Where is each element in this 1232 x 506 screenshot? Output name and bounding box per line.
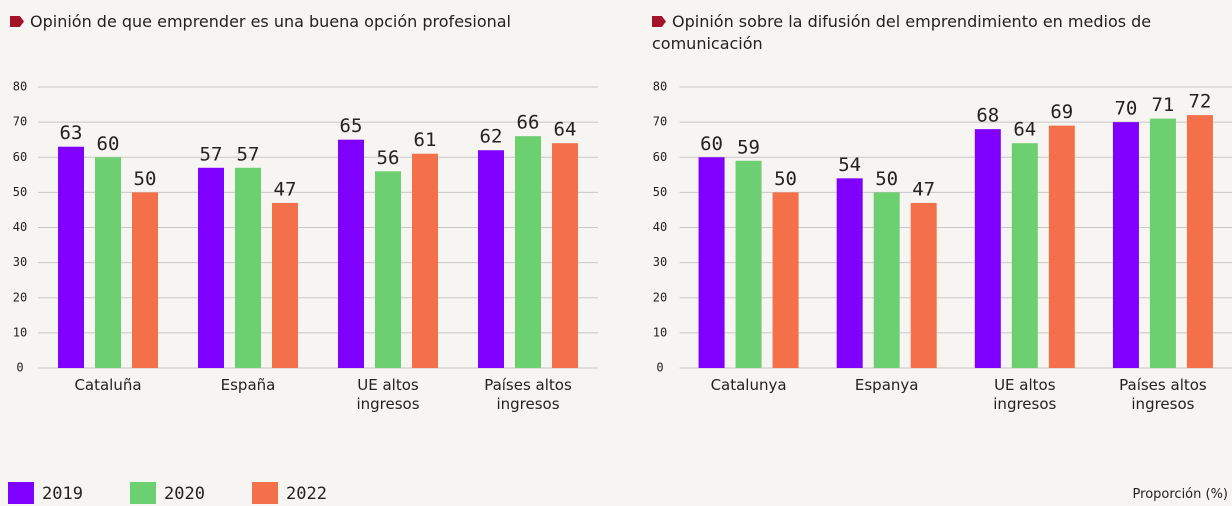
y-tick-label: 80 (13, 80, 27, 94)
x-tick-label: Países altos ingresos (1119, 376, 1207, 413)
bar (198, 167, 224, 368)
value-label: 47 (912, 178, 935, 200)
y-tick-label: 60 (13, 150, 27, 164)
x-tick-label: UE altos ingresos (356, 376, 420, 413)
legend-label: 2020 (164, 484, 205, 504)
bar (338, 139, 364, 368)
y-tick-label: 10 (653, 325, 667, 339)
y-tick-label: 80 (653, 80, 667, 94)
bar (735, 160, 762, 368)
legend-label: 2019 (42, 484, 83, 504)
bar (1048, 125, 1075, 368)
value-label: 64 (554, 119, 577, 141)
y-tick-label: 70 (13, 115, 27, 129)
y-tick-label: 50 (653, 185, 667, 199)
legend-swatch (252, 482, 278, 504)
bar (836, 178, 863, 368)
bar (58, 146, 84, 368)
value-label: 57 (237, 143, 260, 165)
y-tick-label: 10 (13, 325, 27, 339)
note: Proporción (%) (1132, 487, 1228, 502)
y-tick-label: 50 (13, 185, 27, 199)
value-label: 50 (875, 168, 898, 190)
y-tick-label: 20 (653, 290, 667, 304)
bar (873, 192, 900, 368)
y-tick-label: 60 (653, 150, 667, 164)
bar (515, 136, 541, 368)
value-label: 64 (1013, 119, 1036, 141)
bar (1149, 118, 1176, 368)
value-label: 69 (1050, 101, 1073, 123)
x-tick-label: Países altos ingresos (484, 376, 572, 413)
bar (772, 192, 799, 368)
value-label: 60 (700, 133, 723, 155)
value-label: 68 (976, 105, 999, 127)
x-tick-label: Cataluña (74, 376, 142, 394)
chart-title: Opinión sobre la difusión del emprendimi… (652, 11, 1227, 55)
legend-label: 2022 (286, 484, 327, 504)
bar (272, 202, 298, 368)
value-label: 60 (97, 133, 120, 155)
y-tick-label: 30 (13, 255, 27, 269)
value-label: 61 (414, 129, 437, 151)
bar (412, 153, 438, 368)
y-tick-label: 40 (13, 220, 27, 234)
bar (698, 157, 725, 368)
legend-swatch (8, 482, 34, 504)
x-tick-label: UE altos ingresos (993, 376, 1057, 413)
y-tick-label: 40 (653, 220, 667, 234)
y-tick-label: 0 (16, 361, 23, 375)
x-tick-label: Espanya (854, 376, 919, 394)
x-tick-label: España (220, 376, 276, 394)
bar (95, 157, 121, 368)
value-label: 59 (737, 136, 760, 158)
value-label: 70 (1114, 98, 1137, 120)
y-tick-label: 20 (13, 290, 27, 304)
value-label: 57 (200, 143, 223, 165)
bar (1186, 115, 1213, 368)
bar (235, 167, 261, 368)
bar (1112, 122, 1139, 368)
value-label: 47 (274, 178, 297, 200)
bar (910, 202, 937, 368)
legend-swatch (130, 482, 156, 504)
x-tick-label: Catalunya (710, 376, 787, 394)
value-label: 50 (774, 168, 797, 190)
bar (552, 143, 578, 368)
value-label: 63 (60, 122, 83, 144)
value-label: 62 (480, 126, 503, 148)
bar (375, 171, 401, 368)
y-tick-label: 70 (653, 115, 667, 129)
y-tick-label: 30 (653, 255, 667, 269)
value-label: 50 (134, 168, 157, 190)
y-tick-label: 0 (656, 361, 663, 375)
value-label: 66 (517, 112, 540, 134)
value-label: 71 (1151, 94, 1174, 116)
bar (478, 150, 504, 368)
value-label: 65 (340, 115, 363, 137)
value-label: 56 (377, 147, 400, 169)
value-label: 72 (1188, 91, 1211, 113)
chart-title: Opinión de que emprender es una buena op… (10, 11, 610, 33)
bar (1011, 143, 1038, 368)
bar (974, 129, 1001, 368)
bar (132, 192, 158, 368)
value-label: 54 (838, 154, 861, 176)
